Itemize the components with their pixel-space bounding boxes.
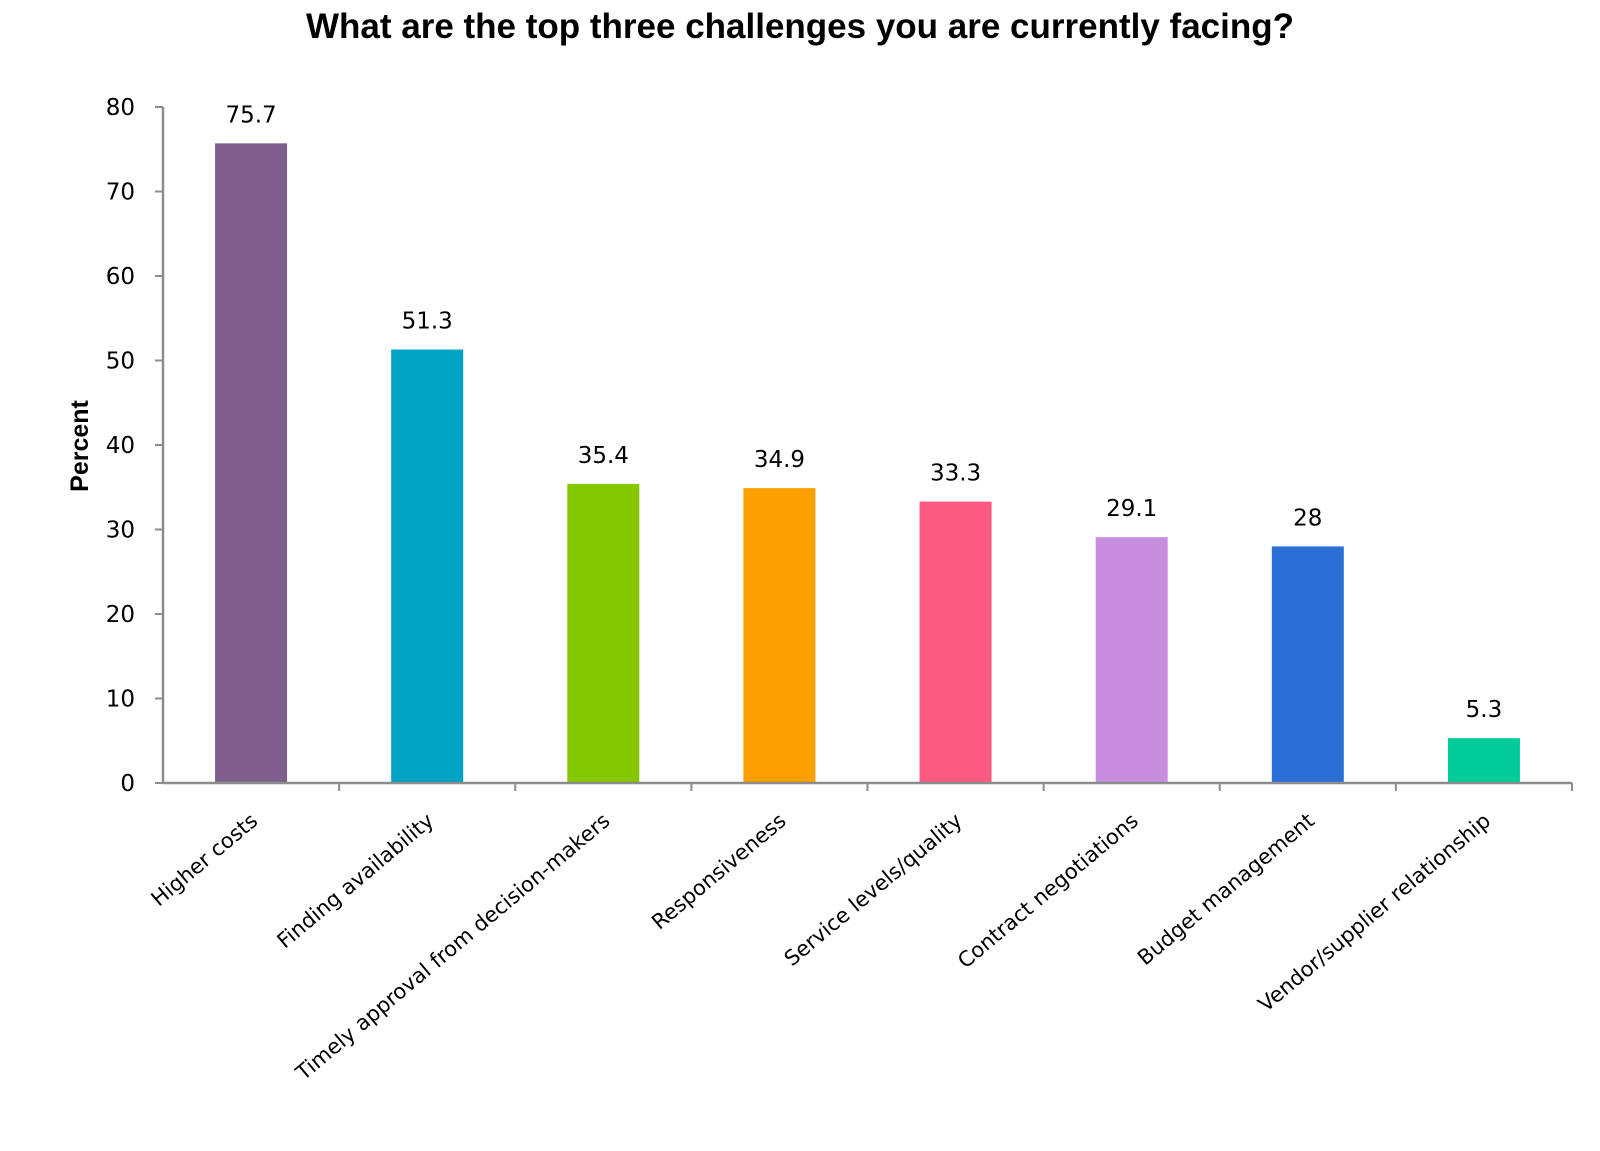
x-tick-label: Timely approval from decision-makers <box>291 808 615 1085</box>
bars <box>215 143 1520 783</box>
y-axis-ticks: 0 10 20 30 40 50 60 70 80 <box>106 95 163 797</box>
data-label: 75.7 <box>225 102 276 128</box>
y-tick-label: 50 <box>106 349 135 375</box>
data-label: 35.4 <box>578 443 629 469</box>
data-label: 28 <box>1293 505 1322 531</box>
y-tick-label: 40 <box>106 433 135 459</box>
x-tick-label: Budget management <box>1133 808 1319 970</box>
data-label: 5.3 <box>1466 697 1503 723</box>
data-label: 33.3 <box>930 461 981 487</box>
x-tick-label: Responsiveness <box>647 808 791 934</box>
bar <box>1447 738 1520 783</box>
bar <box>919 501 992 783</box>
bar <box>743 488 816 783</box>
data-labels: 75.7 51.3 35.4 34.9 33.3 29.1 28 5.3 <box>225 102 1502 723</box>
y-axis-label: Percent <box>66 399 94 491</box>
y-tick-label: 10 <box>106 687 135 713</box>
y-tick-label: 60 <box>106 264 135 290</box>
bar <box>1271 546 1344 783</box>
axes <box>161 107 1572 785</box>
bar <box>391 349 464 783</box>
x-tick-label: Higher costs <box>146 808 262 911</box>
data-label: 34.9 <box>754 447 805 473</box>
bar <box>567 483 640 783</box>
x-tick-label: Contract negotiations <box>953 808 1143 973</box>
bar <box>1095 537 1168 783</box>
data-label: 51.3 <box>402 309 453 335</box>
data-label: 29.1 <box>1106 496 1157 522</box>
x-tick-label: Service levels/quality <box>780 808 967 970</box>
x-tick-label: Finding availability <box>273 808 439 953</box>
bar <box>215 143 288 783</box>
y-tick-label: 30 <box>106 518 135 544</box>
x-axis-ticks <box>338 783 1573 791</box>
y-tick-label: 0 <box>120 771 135 797</box>
chart-title: What are the top three challenges you ar… <box>306 7 1294 46</box>
y-tick-label: 70 <box>106 180 135 206</box>
y-tick-label: 20 <box>106 602 135 628</box>
y-tick-label: 80 <box>106 95 135 121</box>
